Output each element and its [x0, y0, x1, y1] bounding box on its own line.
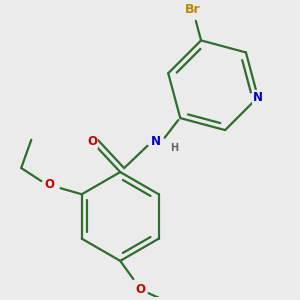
Text: N: N	[253, 91, 263, 104]
Text: O: O	[44, 178, 55, 191]
Text: O: O	[135, 283, 146, 296]
Text: O: O	[87, 135, 97, 148]
Text: N: N	[151, 135, 160, 148]
Text: Br: Br	[185, 3, 200, 16]
Text: H: H	[170, 143, 178, 153]
